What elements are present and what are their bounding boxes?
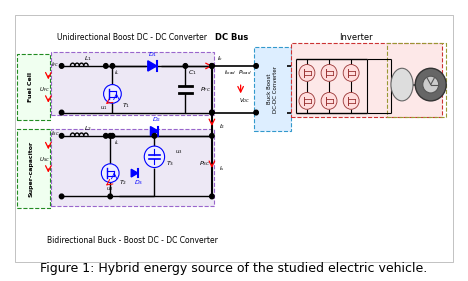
Ellipse shape	[391, 68, 413, 101]
Circle shape	[321, 65, 337, 81]
Text: $u_1$: $u_1$	[100, 104, 107, 112]
Circle shape	[103, 133, 108, 138]
Circle shape	[210, 110, 214, 115]
Circle shape	[102, 164, 119, 182]
Circle shape	[59, 133, 64, 138]
Bar	[15, 15, 453, 262]
Bar	[292, 43, 442, 117]
Circle shape	[59, 110, 64, 115]
Text: $u_3$: $u_3$	[175, 148, 183, 156]
Polygon shape	[150, 126, 158, 136]
Text: $L_2$: $L_2$	[84, 124, 92, 133]
Text: $T_2$: $T_2$	[119, 178, 128, 187]
Bar	[51, 52, 214, 115]
Circle shape	[254, 110, 258, 115]
Polygon shape	[131, 169, 138, 177]
Text: $I_k$: $I_k$	[217, 55, 223, 64]
Text: Buck Boost
DC-DC Converter: Buck Boost DC-DC Converter	[267, 66, 278, 113]
Bar	[254, 47, 292, 131]
Circle shape	[210, 194, 214, 199]
Text: $I_{FC}$: $I_{FC}$	[51, 60, 59, 69]
Circle shape	[59, 64, 64, 68]
Text: $T_3$: $T_3$	[166, 159, 174, 168]
Bar	[16, 54, 50, 119]
Text: $D_1$: $D_1$	[147, 50, 157, 59]
Text: $V_{DC}$: $V_{DC}$	[239, 96, 251, 105]
Text: $i_L$: $i_L$	[114, 138, 120, 147]
Circle shape	[423, 76, 439, 93]
Circle shape	[59, 194, 64, 199]
Bar	[387, 43, 446, 117]
Text: Bidirectional Buck - Boost DC - DC Converter: Bidirectional Buck - Boost DC - DC Conve…	[47, 236, 218, 245]
Text: $i_L$: $i_L$	[114, 69, 120, 77]
Text: DC Bus: DC Bus	[215, 33, 249, 42]
Text: $T_1$: $T_1$	[122, 101, 130, 110]
Circle shape	[210, 110, 214, 115]
Text: $I_{SC}$: $I_{SC}$	[51, 129, 59, 138]
Circle shape	[144, 146, 165, 167]
Circle shape	[183, 64, 188, 68]
Circle shape	[321, 92, 337, 109]
Circle shape	[299, 65, 315, 81]
Text: Super-capacitor: Super-capacitor	[28, 140, 33, 196]
Text: $u_2$: $u_2$	[106, 185, 114, 193]
Circle shape	[103, 64, 108, 68]
Text: Fuel Cell: Fuel Cell	[28, 72, 33, 102]
Text: $P_{SC}$: $P_{SC}$	[199, 159, 211, 168]
Circle shape	[108, 133, 112, 138]
Circle shape	[152, 133, 157, 138]
Circle shape	[210, 133, 214, 138]
Polygon shape	[148, 61, 157, 71]
Circle shape	[343, 65, 359, 81]
Text: Figure 1: Hybrid energy source of the studied electric vehicle.: Figure 1: Hybrid energy source of the st…	[40, 262, 428, 275]
Text: $C_1$: $C_1$	[188, 69, 197, 77]
Circle shape	[108, 194, 112, 199]
Circle shape	[110, 133, 115, 138]
Circle shape	[110, 64, 115, 68]
Text: $L_1$: $L_1$	[84, 55, 92, 64]
Text: Unidirectional Boost DC - DC Converter: Unidirectional Boost DC - DC Converter	[57, 33, 207, 42]
Circle shape	[415, 68, 446, 101]
Circle shape	[103, 85, 121, 103]
Text: $P_{FC}$: $P_{FC}$	[199, 85, 211, 94]
Text: $D_2$: $D_2$	[152, 115, 161, 124]
Circle shape	[254, 64, 258, 68]
Text: $U_{FC}$: $U_{FC}$	[39, 85, 50, 94]
Text: $I_{load}$: $I_{load}$	[224, 69, 235, 77]
Text: Inverter: Inverter	[339, 33, 373, 42]
Bar	[16, 129, 50, 208]
Text: $I_s$: $I_s$	[219, 164, 224, 173]
Text: $P_{load}$: $P_{load}$	[238, 69, 252, 77]
Circle shape	[210, 64, 214, 68]
Circle shape	[343, 92, 359, 109]
Text: $U_{SC}$: $U_{SC}$	[39, 155, 51, 164]
Circle shape	[210, 64, 214, 68]
Bar	[51, 129, 214, 206]
Circle shape	[299, 92, 315, 109]
Text: $D_3$: $D_3$	[134, 178, 144, 187]
Text: $I_2$: $I_2$	[219, 122, 225, 131]
